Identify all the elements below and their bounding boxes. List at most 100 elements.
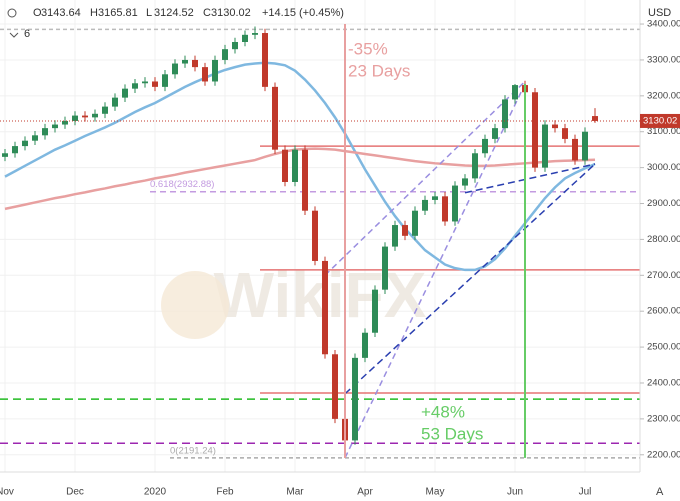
candle-body: [162, 74, 168, 87]
level-label: 0(2191.24): [170, 445, 216, 456]
candle-body: [562, 128, 568, 139]
y-tick-label: 2900.00: [647, 198, 680, 209]
y-tick-label: 2700.00: [647, 270, 680, 281]
x-tick-label: May: [426, 487, 445, 498]
candle-body: [552, 124, 558, 129]
candle-body: [112, 97, 118, 107]
moving-averages: [4, 61, 596, 272]
header-value: 3165.81: [98, 7, 138, 19]
candle-body: [502, 99, 508, 129]
header-label: O: [33, 7, 42, 19]
trendline: [324, 80, 526, 276]
candle-body: [432, 196, 438, 200]
candle-body: [412, 210, 418, 236]
trendline: [344, 83, 526, 459]
candle-body: [512, 85, 518, 100]
candle-body: [182, 59, 188, 64]
candle-body: [212, 59, 218, 82]
candle-body: [2, 153, 8, 157]
header-label: C: [203, 7, 211, 19]
candle-body: [52, 124, 58, 129]
auto-scale-button[interactable]: A: [656, 486, 664, 498]
x-tick-label: Feb: [216, 487, 234, 498]
y-tick-label: 3100.00: [647, 126, 680, 137]
y-tick-label: 2200.00: [647, 449, 680, 460]
current-price-label: 3130.02: [643, 115, 677, 126]
candle-body: [352, 357, 358, 441]
candle-body: [172, 63, 178, 75]
candle-body: [572, 138, 578, 161]
candle-body: [32, 135, 38, 141]
measures: -35% 23 Days +48% 53 Days: [344, 24, 526, 458]
candle-body: [312, 210, 318, 261]
candle-body: [472, 153, 478, 179]
collapse-icon[interactable]: [9, 32, 19, 38]
candle-body: [372, 289, 378, 333]
candle-body: [462, 178, 468, 186]
measure-duration: 23 Days: [348, 61, 410, 80]
measure-change: -35%: [348, 39, 388, 58]
x-tick-label: Apr: [357, 487, 373, 498]
candle-body: [292, 149, 298, 182]
x-tick-label: Dec: [66, 487, 84, 498]
candle-body: [402, 225, 408, 236]
moving-average: [4, 61, 596, 272]
candle-body: [202, 67, 208, 82]
level-label: 0.618(2932.88): [150, 179, 214, 190]
candle-body: [82, 115, 88, 118]
header-value: 3130.02: [211, 7, 251, 19]
y-tick-label: 3400.00: [647, 19, 680, 30]
x-tick-label: Jun: [507, 487, 523, 498]
x-tick-label: Jul: [579, 487, 592, 498]
current-price-box: [640, 113, 680, 128]
candle-body: [272, 86, 278, 150]
candle-body: [92, 113, 98, 118]
axis: 2200.00 2300.00 2400.00 2500.00 2600.00 2700.…: [0, 19, 680, 498]
candle-body: [442, 196, 448, 222]
x-tick-label: Mar: [286, 487, 304, 498]
y-tick-label: 3300.00: [647, 54, 680, 65]
y-tick-label: 2300.00: [647, 413, 680, 424]
candle-body: [252, 33, 258, 35]
moving-average: [4, 147, 596, 211]
levels: 0.618(2932.88) 0(2191.24): [0, 28, 640, 459]
candle-body: [142, 81, 148, 84]
header-value: 3143.64: [41, 7, 81, 19]
candle-body: [282, 149, 288, 182]
candle-body: [232, 41, 238, 50]
measure-change: +48%: [421, 402, 465, 421]
candle-body: [62, 120, 68, 125]
candle-body: [452, 185, 458, 222]
eye-icon[interactable]: [7, 8, 17, 18]
header-label: L: [146, 7, 152, 19]
y-tick-label: 2600.00: [647, 306, 680, 317]
header-change: +14.15 (+0.45%): [262, 7, 344, 19]
header-value: 3124.52: [154, 7, 194, 19]
x-tick-label: Nov: [0, 487, 14, 498]
y-tick-label: 3200.00: [647, 90, 680, 101]
candle-body: [532, 92, 538, 168]
candle-body: [102, 106, 108, 114]
trendlines: [324, 80, 596, 459]
candle-body: [262, 33, 268, 87]
candle-body: [302, 149, 308, 211]
candle-body: [222, 49, 228, 60]
measure-duration: 53 Days: [421, 424, 483, 443]
x-tick-label: 2020: [144, 487, 167, 498]
candle-body: [152, 81, 158, 87]
indicator-count: 6: [24, 28, 30, 40]
candle-body: [192, 59, 198, 68]
candle-body: [22, 140, 28, 147]
currency: USD: [648, 7, 671, 19]
candle-body: [362, 332, 368, 358]
candle-body: [382, 246, 388, 290]
candle-body: [392, 225, 398, 247]
y-tick-label: 2800.00: [647, 234, 680, 245]
candle-body: [12, 146, 18, 154]
header-label: H: [90, 7, 98, 19]
candle-body: [242, 34, 248, 42]
watermark-logo: [161, 271, 229, 339]
candle-body: [322, 260, 328, 355]
